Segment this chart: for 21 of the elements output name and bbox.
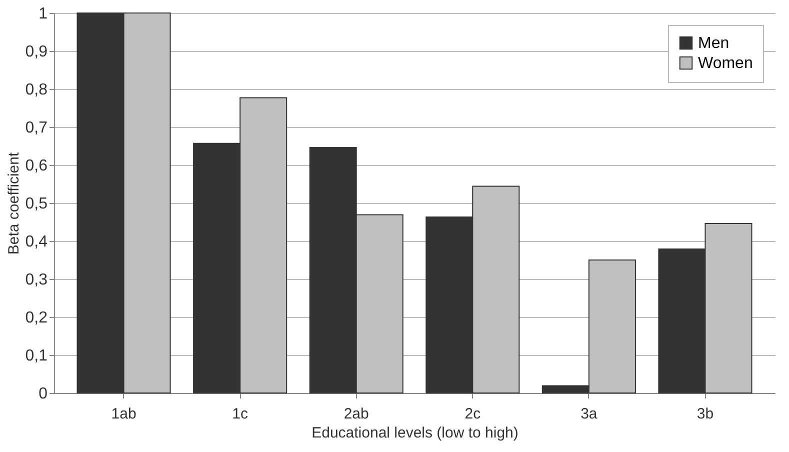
- x-tick-label: 2ab: [344, 406, 369, 422]
- y-tick-label: 0,5: [25, 196, 48, 212]
- y-axis-title: Beta coefficient: [5, 152, 22, 255]
- y-tick-label: 0,6: [25, 158, 48, 174]
- x-tick-label: 1c: [232, 406, 248, 422]
- x-tick-label: 3b: [696, 406, 714, 422]
- y-tick-label: 0,4: [25, 234, 48, 250]
- x-tick-label: 2c: [464, 406, 482, 422]
- y-tick-label: 0,8: [25, 82, 48, 98]
- legend-label: Men: [698, 35, 730, 52]
- x-tick-label: 3a: [580, 406, 598, 422]
- x-axis-title: Educational levels (low to high): [312, 424, 518, 442]
- y-tick-label: 0,1: [25, 348, 48, 364]
- y-tick-label: 0,3: [25, 272, 48, 288]
- y-tick-label: 0: [38, 386, 48, 402]
- x-tick-label: 1ab: [111, 406, 136, 422]
- y-tick-label: 0,7: [25, 120, 48, 136]
- legend-label: Women: [698, 55, 753, 72]
- y-tick-label: 0,2: [25, 310, 48, 326]
- y-tick-label: 0,9: [25, 44, 48, 60]
- y-tick-label: 1: [38, 6, 48, 22]
